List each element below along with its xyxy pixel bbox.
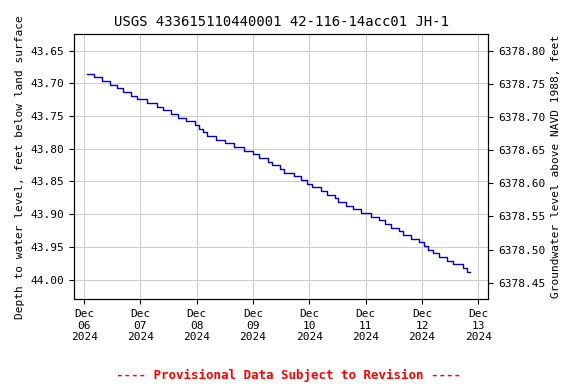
Text: ---- Provisional Data Subject to Revision ----: ---- Provisional Data Subject to Revisio… bbox=[116, 369, 460, 382]
Title: USGS 433615110440001 42-116-14acc01 JH-1: USGS 433615110440001 42-116-14acc01 JH-1 bbox=[113, 15, 449, 29]
Y-axis label: Groundwater level above NAVD 1988, feet: Groundwater level above NAVD 1988, feet bbox=[551, 35, 561, 298]
Y-axis label: Depth to water level, feet below land surface: Depth to water level, feet below land su… bbox=[15, 15, 25, 319]
